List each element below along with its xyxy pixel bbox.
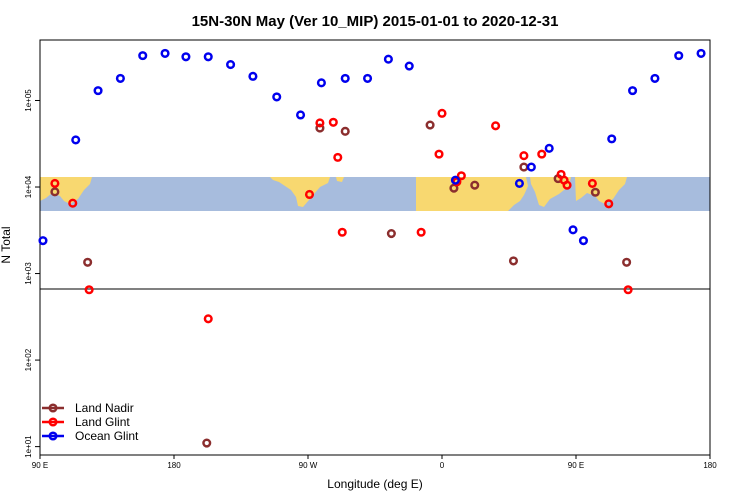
point-ocean-glint [544, 143, 554, 153]
point-land-glint [437, 108, 447, 118]
point-ocean-glint [181, 52, 191, 62]
x-tick-label: 180 [167, 461, 181, 470]
point-ocean-glint [650, 73, 660, 83]
point-land-nadir [425, 120, 435, 130]
plot-panel-border [39, 39, 711, 456]
x-axis: 90 E 180 90 W 0 90 E 180 [32, 455, 717, 470]
point-land-nadir [50, 187, 60, 197]
x-tick-label: 90 E [32, 461, 48, 470]
x-axis-label: Longitude (deg E) [327, 477, 422, 491]
point-land-nadir [470, 180, 480, 190]
point-ocean-glint [628, 86, 638, 96]
legend-marker-land-nadir [48, 403, 58, 413]
point-land-glint [562, 180, 572, 190]
data-points [38, 48, 706, 448]
map-land [270, 177, 330, 207]
point-ocean-glint [568, 225, 578, 235]
legend-marker-ocean-glint [48, 431, 58, 441]
y-tick-label: 1e+02 [24, 348, 33, 371]
point-land-nadir [622, 257, 632, 267]
point-ocean-glint [674, 51, 684, 61]
point-ocean-glint [248, 71, 258, 81]
point-land-glint [333, 152, 343, 162]
point-ocean-glint [93, 86, 103, 96]
point-land-nadir [519, 162, 529, 172]
map-land [40, 177, 92, 204]
chart-title: 15N-30N May (Ver 10_MIP) 2015-01-01 to 2… [192, 13, 559, 30]
point-land-glint [50, 178, 60, 188]
y-tick-label: 1e+05 [24, 89, 33, 112]
point-land-glint [328, 117, 338, 127]
point-ocean-glint [450, 175, 460, 185]
point-ocean-glint [316, 78, 326, 88]
point-land-nadir [590, 187, 600, 197]
point-ocean-glint [578, 236, 588, 246]
point-ocean-glint [160, 48, 170, 58]
point-ocean-glint [696, 48, 706, 58]
point-land-glint [304, 189, 315, 200]
plot-panel-upper [39, 39, 711, 290]
legend-marker-land-glint [48, 417, 58, 427]
y-tick-label: 1e+03 [24, 262, 33, 285]
legend-label-land-nadir: Land Nadir [75, 401, 134, 415]
point-land-glint [315, 118, 325, 128]
point-land-glint [416, 227, 426, 237]
point-ocean-glint [296, 110, 306, 120]
point-ocean-glint [404, 61, 414, 71]
point-land-glint [537, 149, 547, 159]
point-ocean-glint [203, 52, 213, 62]
point-ocean-glint [226, 60, 236, 70]
legend-label-ocean-glint: Ocean Glint [75, 429, 139, 443]
y-axis-label: N Total [0, 226, 13, 263]
point-land-glint [519, 151, 529, 161]
point-land-glint [68, 198, 78, 208]
point-land-glint [587, 178, 597, 188]
x-tick-label: 0 [440, 461, 445, 470]
map-land [336, 177, 344, 182]
point-ocean-glint [115, 73, 125, 83]
point-land-nadir [315, 123, 325, 133]
map-land [416, 177, 528, 211]
point-land-glint [604, 199, 614, 209]
point-ocean-glint [340, 73, 350, 83]
point-land-nadir [83, 257, 93, 267]
y-tick-label: 1e+01 [24, 435, 33, 458]
point-ocean-glint [138, 51, 148, 61]
point-ocean-glint [383, 54, 393, 64]
point-ocean-glint [526, 162, 536, 172]
point-land-glint [491, 121, 501, 131]
legend: Land Nadir Land Glint Ocean Glint [42, 401, 139, 443]
point-land-nadir [202, 438, 212, 448]
point-land-glint [434, 149, 444, 159]
legend-label-land-glint: Land Glint [75, 415, 130, 429]
y-tick-label: 1e+04 [24, 175, 33, 198]
point-land-glint [337, 227, 347, 237]
point-ocean-glint [71, 135, 81, 145]
x-tick-label: 90 E [568, 461, 584, 470]
point-land-glint [456, 171, 466, 181]
x-tick-label: 180 [703, 461, 717, 470]
point-land-glint [203, 314, 213, 324]
point-ocean-glint [38, 236, 48, 246]
y-axis: 1e+01 1e+02 1e+03 1e+04 1e+05 [24, 89, 40, 458]
point-ocean-glint [363, 73, 373, 83]
point-land-nadir [340, 126, 350, 136]
point-land-nadir [386, 228, 396, 239]
map-land [530, 177, 571, 207]
point-land-glint [84, 285, 94, 295]
point-ocean-glint [514, 178, 524, 188]
point-ocean-glint [272, 92, 282, 102]
point-land-nadir [508, 256, 519, 266]
point-ocean-glint [607, 134, 617, 144]
point-land-glint [623, 285, 633, 295]
x-tick-label: 90 W [299, 461, 318, 470]
